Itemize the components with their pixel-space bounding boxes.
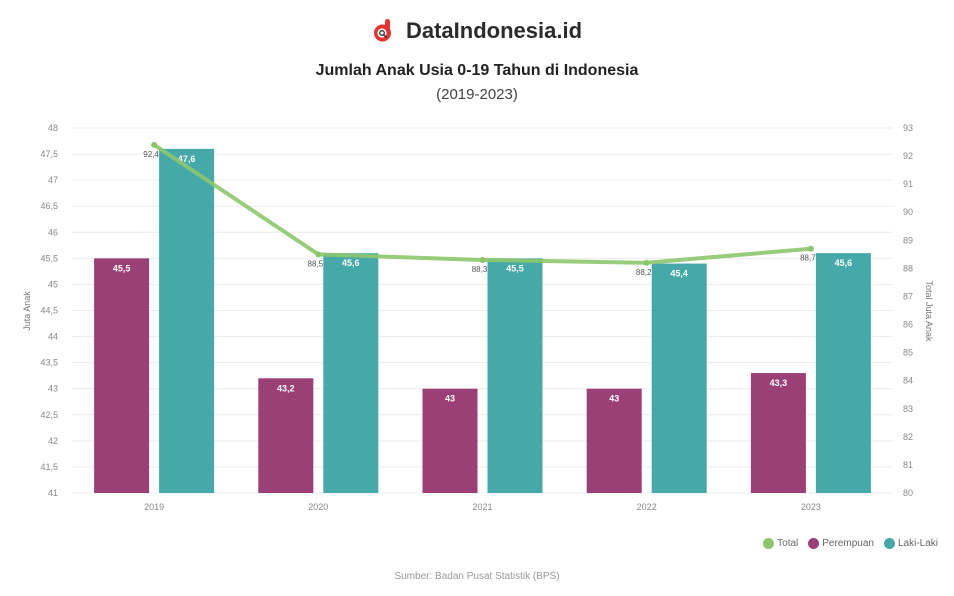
y-right-tick-label: 87	[903, 291, 913, 301]
bar-laki-laki	[159, 148, 215, 493]
y-left-tick-label: 42	[48, 436, 58, 446]
bar-data-label: 43	[609, 394, 619, 404]
total-point	[151, 141, 158, 148]
total-series-line	[152, 143, 812, 265]
x-tick-label: 2020	[308, 502, 328, 512]
bar-laki-laki	[815, 253, 871, 493]
magnifier-d-icon	[373, 19, 391, 42]
legend-item-perempuan[interactable]: Perempuan	[808, 538, 874, 549]
x-tick-label: 2019	[144, 502, 164, 512]
y-right-tick-label: 85	[903, 348, 913, 358]
y-right-tick-label: 91	[903, 179, 913, 189]
y-right-tick-label: 83	[903, 404, 913, 414]
total-data-label: 88,5	[308, 259, 324, 268]
y-left-tick-label: 44,5	[40, 306, 58, 316]
bar-data-label: 45,6	[342, 258, 360, 268]
y-left-axis-label: Juta Anak	[22, 291, 32, 331]
chart-subtitle: (2019-2023)	[436, 86, 518, 103]
y-left-tick-labels: 41 41,5 42 42,5 43 43,5 44 44,5 45 45,5 46 46,5 47 47…	[40, 123, 58, 498]
total-data-label: 88,7	[800, 254, 816, 263]
y-right-tick-label: 90	[903, 207, 913, 217]
y-right-tick-label: 84	[903, 376, 913, 386]
x-tick-label: 2023	[801, 502, 821, 512]
legend-item-total[interactable]: Total	[763, 538, 798, 549]
total-data-label: 88,2	[636, 268, 652, 277]
y-left-tick-label: 41,5	[40, 462, 58, 472]
total-data-label: 88,3	[472, 265, 488, 274]
total-data-label: 92,4	[143, 150, 159, 159]
legend-swatch-laki-laki	[883, 538, 895, 549]
y-left-tick-label: 42,5	[40, 410, 58, 420]
y-left-tick-label: 46,5	[40, 201, 58, 211]
y-left-tick-label: 48	[48, 123, 58, 133]
y-left-tick-label: 43,5	[40, 358, 58, 368]
x-tick-labels: 2019 2020 2021 2022 2023	[144, 502, 821, 512]
bar-data-label: 45,4	[670, 269, 688, 279]
y-left-tick-label: 47,5	[40, 149, 58, 159]
bar-laki-laki	[651, 263, 707, 493]
source-note: Sumber: Badan Pusat Statistik (BPS)	[394, 571, 560, 582]
y-left-tick-label: 41	[48, 488, 58, 498]
bar-perempuan	[94, 258, 150, 493]
bars: 45,5 47,6 43,2 45,6 43 45,5 43 45,4 43,3 45,6	[94, 148, 871, 493]
y-right-tick-label: 82	[903, 432, 913, 442]
y-left-tick-label: 43	[48, 384, 58, 394]
bar-data-label: 45,6	[835, 258, 853, 268]
total-point	[315, 251, 322, 258]
y-right-tick-label: 93	[903, 123, 913, 133]
bar-data-label: 45,5	[113, 263, 131, 273]
legend-swatch-perempuan	[808, 538, 820, 549]
bar-laki-laki	[323, 253, 379, 493]
bar-perempuan	[422, 388, 478, 493]
y-right-tick-label: 88	[903, 263, 913, 273]
y-right-tick-label: 80	[903, 488, 913, 498]
chart-title: Jumlah Anak Usia 0-19 Tahun di Indonesia	[315, 62, 639, 79]
chart-legend: Total Perempuan Laki-Laki	[763, 538, 938, 549]
y-left-tick-label: 45,5	[40, 253, 58, 263]
bar-laki-laki	[487, 258, 543, 493]
legend-swatch-total	[763, 538, 775, 549]
y-left-tick-label: 44	[48, 332, 58, 342]
total-point	[643, 259, 650, 266]
total-point	[479, 256, 486, 263]
bar-data-label: 43	[445, 394, 455, 404]
y-left-tick-label: 46	[48, 227, 58, 237]
y-left-tick-label: 47	[48, 175, 58, 185]
y-right-tick-label: 92	[903, 151, 913, 161]
bar-perempuan	[750, 373, 806, 493]
y-left-tick-label: 45	[48, 279, 58, 289]
brand-header: DataIndonesia.id	[0, 18, 954, 44]
y-right-tick-labels: 80 81 82 83 84 85 86 87 88 89 90 91 92 93	[903, 123, 913, 498]
y-right-tick-label: 86	[903, 320, 913, 330]
legend-label-perempuan: Perempuan	[822, 538, 874, 549]
y-right-tick-label: 81	[903, 460, 913, 470]
legend-label-laki-laki: Laki-Laki	[897, 538, 938, 549]
x-tick-label: 2022	[637, 502, 657, 512]
bar-data-label: 43,2	[277, 383, 295, 393]
legend-label-total: Total	[777, 538, 799, 549]
bar-data-label: 43,3	[770, 378, 788, 388]
bar-data-label: 45,5	[506, 263, 524, 273]
bar-perempuan	[258, 378, 314, 493]
bar-data-label: 47,6	[178, 154, 196, 164]
brand-name: DataIndonesia.id	[405, 18, 583, 43]
total-line: 92,4 88,5 88,3 88,2 88,7	[143, 141, 816, 277]
x-tick-label: 2021	[472, 502, 492, 512]
bar-perempuan	[586, 388, 642, 493]
y-right-axis-label: Total Juta Anak	[924, 280, 934, 342]
total-point	[807, 245, 814, 252]
y-right-tick-label: 89	[903, 235, 913, 245]
legend-item-laki-laki[interactable]: Laki-Laki	[883, 538, 938, 549]
